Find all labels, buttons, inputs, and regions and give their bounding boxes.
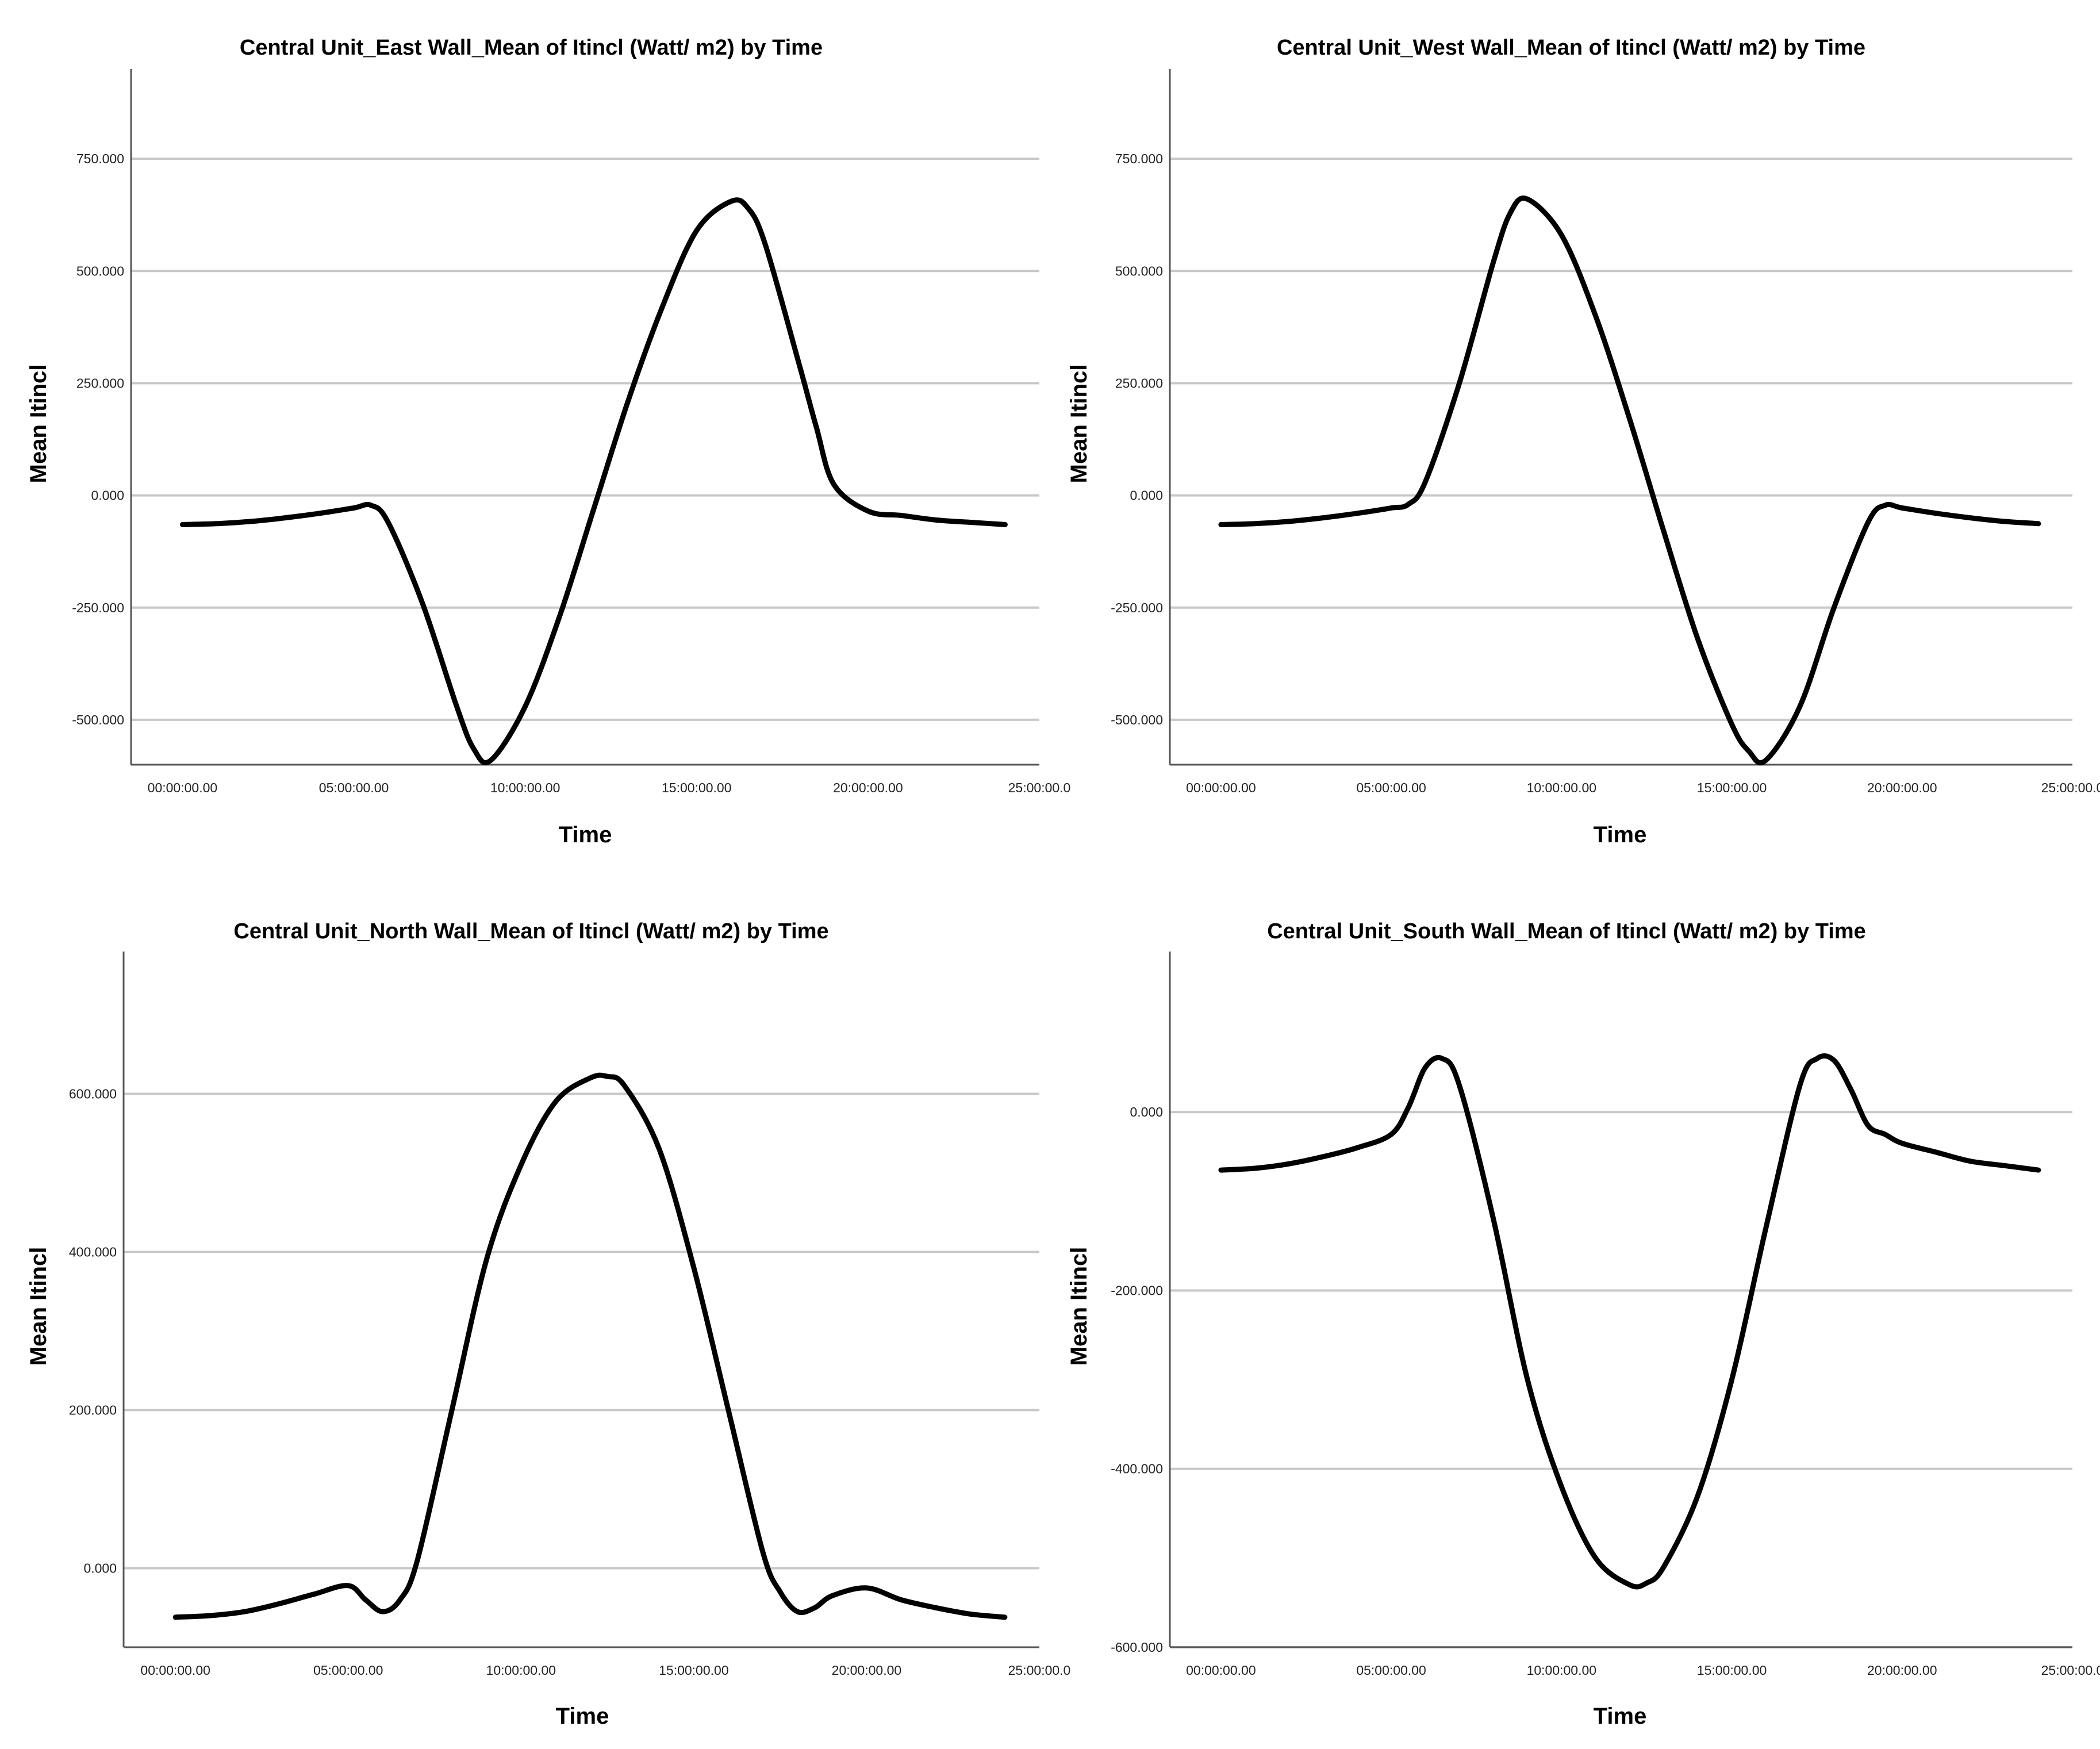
y-axis-label: Mean Itincl xyxy=(26,1247,51,1366)
y-tick-label: -500.000 xyxy=(1111,712,1163,727)
y-tick-label: -500.000 xyxy=(72,712,124,727)
x-tick-label: 20:00:00.00 xyxy=(1867,1663,1937,1678)
x-tick-label: 15:00:00.00 xyxy=(662,780,732,795)
y-tick-label: -250.000 xyxy=(1111,600,1163,615)
x-axis-label: Time xyxy=(1594,822,1647,847)
y-tick-label: 0.000 xyxy=(1130,488,1163,503)
y-tick-label: 0.000 xyxy=(1130,1104,1163,1119)
y-tick-label: -250.000 xyxy=(72,600,124,615)
x-tick-label: 20:00:00.00 xyxy=(1867,780,1937,795)
x-tick-label: 00:00:00.00 xyxy=(148,780,218,795)
chart-title: Central Unit_North Wall_Mean of Itincl (… xyxy=(233,919,828,943)
series-line xyxy=(1218,195,2041,766)
y-tick-label: -600.000 xyxy=(1111,1640,1163,1655)
y-tick-label: 250.000 xyxy=(1115,375,1163,390)
x-tick-label: 10:00:00.00 xyxy=(1527,780,1597,795)
chart-panel: -500.000 -250.000 0.000 250.000 500.000 750.0… xyxy=(1066,36,2100,847)
y-axis-label: Mean Itincl xyxy=(26,365,51,484)
x-tick-label: 20:00:00.00 xyxy=(832,1663,902,1678)
x-tick-label: 15:00:00.00 xyxy=(1697,1663,1767,1678)
x-axis-label: Time xyxy=(559,822,612,847)
chart-title: Central Unit_East Wall_Mean of Itincl (W… xyxy=(240,36,823,60)
y-axis-label: Mean Itincl xyxy=(1066,1247,1092,1366)
chart-panel: 0.000 200.000 400.000 600.000 00:00:00.00 05:… xyxy=(26,919,1070,1729)
x-tick-label: 25:00:00.0 xyxy=(2041,780,2100,795)
chart-panel: -600.000 -400.000 -200.000 0.000 00:00:00.00… xyxy=(1066,919,2100,1729)
series-line xyxy=(179,197,1008,765)
x-tick-label: 25:00:00.0 xyxy=(2041,1663,2100,1678)
y-tick-label: 250.000 xyxy=(76,375,124,390)
x-tick-label: 10:00:00.00 xyxy=(1527,1663,1597,1678)
x-tick-label: 05:00:00.00 xyxy=(319,780,389,795)
series-line xyxy=(172,1072,1008,1620)
y-tick-label: 600.000 xyxy=(69,1087,117,1102)
y-tick-label: -400.000 xyxy=(1111,1462,1163,1476)
x-axis-label: Time xyxy=(1594,1704,1647,1729)
chart-title: Central Unit_South Wall_Mean of Itincl (… xyxy=(1267,919,1866,943)
y-tick-label: 500.000 xyxy=(1115,263,1163,278)
chart-title: Central Unit_West Wall_Mean of Itincl (W… xyxy=(1277,36,1865,60)
series-line xyxy=(1218,1053,2041,1590)
x-tick-label: 00:00:00.00 xyxy=(1186,780,1256,795)
y-tick-label: -200.000 xyxy=(1111,1283,1163,1298)
x-tick-label: 10:00:00.00 xyxy=(490,780,560,795)
chart-panel: -500.000 -250.000 0.000 250.000 500.000 750.0… xyxy=(26,36,1070,847)
y-tick-label: 750.000 xyxy=(76,151,124,166)
y-tick-label: 400.000 xyxy=(69,1245,117,1260)
y-axis-label: Mean Itincl xyxy=(1066,365,1092,484)
y-tick-label: 0.000 xyxy=(91,488,124,503)
x-tick-label: 10:00:00.00 xyxy=(486,1663,556,1678)
x-tick-label: 05:00:00.00 xyxy=(313,1663,383,1678)
y-tick-label: 200.000 xyxy=(69,1403,117,1418)
y-tick-label: 0.000 xyxy=(83,1561,117,1576)
x-tick-label: 15:00:00.00 xyxy=(659,1663,729,1678)
x-tick-label: 15:00:00.00 xyxy=(1697,780,1767,795)
y-tick-label: 500.000 xyxy=(76,263,124,278)
x-tick-label: 05:00:00.00 xyxy=(1356,1663,1426,1678)
x-tick-label: 25:00:00.0 xyxy=(1008,780,1071,795)
x-tick-label: 25:00:00.0 xyxy=(1008,1663,1071,1678)
x-tick-label: 05:00:00.00 xyxy=(1356,780,1426,795)
x-axis-label: Time xyxy=(556,1704,609,1729)
x-tick-label: 20:00:00.00 xyxy=(833,780,903,795)
x-tick-label: 00:00:00.00 xyxy=(140,1663,210,1678)
y-tick-label: 750.000 xyxy=(1115,151,1163,166)
x-tick-label: 00:00:00.00 xyxy=(1186,1663,1256,1678)
